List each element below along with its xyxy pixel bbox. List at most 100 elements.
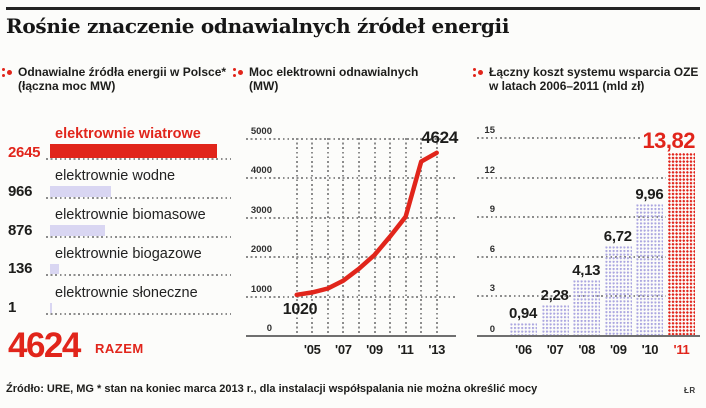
total-label: RAZEM (95, 341, 144, 356)
value-label: 13,82 (642, 128, 695, 153)
footer-credit: ŁR (684, 386, 696, 395)
x-axis-label: '10 (641, 342, 659, 357)
page-title: Rośnie znaczenie odnawialnych źródeł ene… (6, 14, 510, 38)
bar (573, 280, 601, 335)
x-gridline (404, 138, 407, 335)
y-tick-label: 12 (484, 164, 495, 176)
line-series (294, 150, 439, 298)
y-gridline (477, 216, 666, 219)
y-gridline (477, 295, 666, 298)
bullet-dot (233, 68, 236, 71)
x-axis-label: '05 (303, 342, 321, 357)
panel-bullet-icon (2, 67, 13, 79)
x-axis-label: '11 (673, 342, 690, 357)
x-axis-label: '07 (335, 342, 352, 357)
y-gridline (246, 177, 456, 180)
panel-header-middle: Moc elektrowni odnawialnych (MW) (233, 65, 461, 93)
y-gridline (477, 176, 666, 179)
x-axis-label: '07 (546, 342, 564, 357)
panel-left-title-line2: (łączna moc MW) (18, 79, 116, 93)
y-gridline (246, 256, 456, 259)
y-tick-label: 3 (489, 283, 495, 295)
y-tick-label: 4000 (250, 165, 272, 177)
bar (50, 264, 59, 274)
panel-right-title-line2: w latach 2006–2011 (mld zł) (489, 79, 645, 93)
data-point-label-last: 4624 (421, 128, 458, 147)
bullet-dot (473, 68, 476, 71)
x-axis (246, 335, 456, 337)
bar (541, 304, 569, 335)
x-gridline (373, 138, 376, 335)
y-gridline (246, 138, 456, 140)
y-tick-label: 3000 (250, 204, 272, 216)
bar (50, 302, 52, 313)
y-tick-label: 0 (266, 323, 272, 334)
x-gridline (326, 138, 329, 335)
panel-left-title-line1: Odnawialne źródła energii w Polsce* (18, 65, 227, 79)
x-axis-label: '06 (515, 342, 532, 357)
y-tick-label: 6 (489, 243, 495, 255)
value-label: 6,72 (603, 228, 632, 246)
panel-bullet-icon (473, 67, 484, 79)
data-point-label-first: 1020 (282, 301, 318, 318)
bullet-dot (2, 74, 5, 77)
panel-header-right: Łączny koszt systemu wsparcia OZE w lata… (473, 65, 701, 93)
footer-footnote: * stan na koniec marca 2013 r., dla inst… (97, 383, 538, 395)
x-axis-label: '09 (366, 342, 383, 357)
total-value: 4624 (8, 326, 81, 365)
x-gridline (389, 138, 392, 335)
bullet-dot (473, 74, 476, 77)
panel-bullet-icon (233, 67, 244, 79)
footer-source: Źródło: URE, MG (6, 383, 94, 395)
y-gridline (477, 137, 640, 139)
x-axis-label: '11 (397, 342, 414, 357)
bullet-dot (7, 70, 12, 75)
bar-baseline (46, 158, 231, 160)
value-label: 2645 (8, 144, 41, 161)
category-label: elektrownie wodne (55, 167, 176, 184)
bar (668, 152, 695, 335)
value-label: 4,13 (572, 262, 601, 280)
bar (50, 144, 217, 158)
category-label: elektrownie wiatrowe (55, 126, 201, 142)
y-gridline (477, 255, 666, 258)
y-tick-label: 15 (484, 125, 495, 136)
panel-middle-title-line2: (MW) (249, 79, 279, 93)
value-label: 2,28 (540, 286, 569, 304)
bar (50, 185, 111, 197)
bar (50, 224, 106, 236)
y-tick-label: 2000 (250, 244, 272, 256)
top-rule (6, 7, 700, 10)
y-gridline (246, 216, 456, 219)
x-gridline (435, 138, 438, 335)
bullet-dot (233, 74, 236, 77)
value-label: 9,96 (635, 185, 664, 203)
y-tick-label: 9 (489, 204, 495, 216)
panel-middle-title-line1: Moc elektrowni odnawialnych (249, 65, 419, 79)
panel-header-left: Odnawialne źródła energii w Polsce* (łąc… (2, 65, 230, 93)
value-label: 136 (8, 260, 33, 277)
y-tick-label: 5000 (250, 126, 272, 137)
bar (510, 322, 537, 335)
x-gridline (420, 138, 423, 335)
x-axis-label: '13 (428, 342, 446, 357)
x-axis (477, 335, 700, 337)
x-gridline (357, 138, 360, 335)
y-tick-label: 0 (489, 324, 495, 335)
panel-right-title-line1: Łączny koszt systemu wsparcia OZE (489, 65, 699, 79)
bar-baseline (46, 312, 231, 315)
x-gridline (342, 138, 345, 335)
bullet-dot (238, 70, 243, 75)
category-label: elektrownie słoneczne (55, 284, 198, 301)
bullet-dot (478, 70, 483, 75)
y-gridline (246, 295, 456, 298)
value-label: 876 (8, 221, 33, 239)
x-axis-label: '09 (609, 342, 627, 357)
value-label: 966 (8, 182, 33, 200)
x-axis-label: '08 (578, 342, 596, 357)
bar (636, 203, 664, 335)
y-tick-label: 1000 (250, 283, 272, 295)
bar-baseline (46, 196, 231, 199)
value-label: 0,94 (509, 304, 537, 322)
